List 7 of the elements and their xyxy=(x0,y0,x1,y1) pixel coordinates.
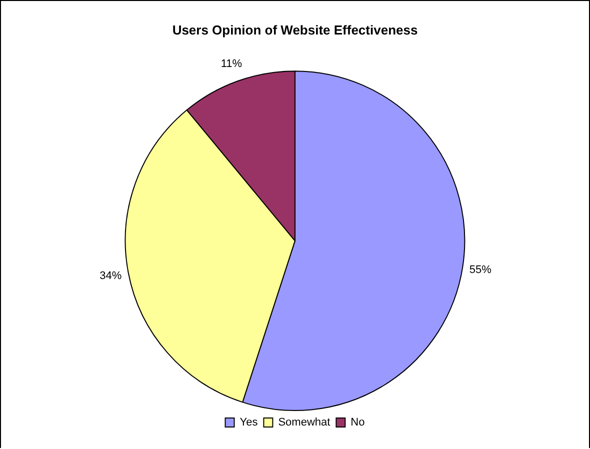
data-label: 55% xyxy=(469,264,492,276)
legend-label: No xyxy=(350,416,365,429)
data-label: 34% xyxy=(100,270,122,282)
chart-title: Users Opinion of Website Effectiveness xyxy=(172,22,418,38)
data-label: 11% xyxy=(220,58,242,70)
legend-label: Somewhat xyxy=(278,416,330,429)
legend-label: Yes xyxy=(240,416,258,429)
